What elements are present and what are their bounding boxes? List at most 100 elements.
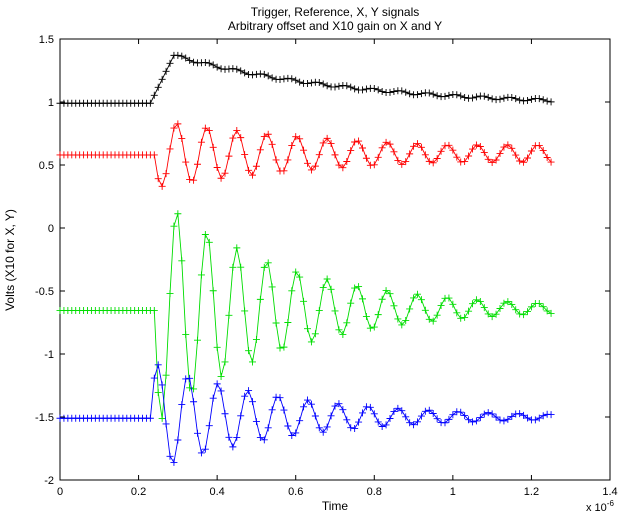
data-point-marker <box>319 139 327 147</box>
data-point-marker <box>524 96 531 104</box>
data-point-marker <box>335 82 343 90</box>
data-point-marker <box>260 70 268 78</box>
data-point-marker <box>249 171 256 179</box>
data-point-marker <box>547 411 555 419</box>
data-point-marker <box>323 275 331 283</box>
data-point-marker <box>508 412 516 420</box>
data-point-marker <box>366 324 374 332</box>
data-point-marker <box>398 407 406 415</box>
data-point-marker <box>315 151 323 159</box>
data-point-marker <box>476 414 484 422</box>
data-point-marker <box>547 98 555 106</box>
data-point-marker <box>410 142 418 150</box>
data-point-marker <box>406 305 414 313</box>
data-point-marker <box>335 400 343 408</box>
data-point-marker <box>296 78 304 86</box>
data-point-marker <box>429 409 437 417</box>
data-point-marker <box>229 134 237 142</box>
data-point-marker <box>276 394 284 402</box>
data-point-marker <box>382 287 390 295</box>
data-point-marker <box>449 300 457 308</box>
data-point-marker <box>311 330 319 338</box>
data-point-marker <box>280 167 288 175</box>
data-point-marker <box>492 413 500 421</box>
data-point-marker <box>154 389 162 397</box>
data-point-marker <box>237 263 245 271</box>
data-point-marker <box>280 406 288 414</box>
data-point-marker <box>437 301 445 309</box>
data-point-marker <box>217 372 225 380</box>
data-point-marker <box>296 417 304 425</box>
data-point-marker <box>359 295 366 303</box>
data-point-marker <box>339 164 347 172</box>
data-point-marker <box>355 418 363 426</box>
data-point-marker <box>398 87 406 95</box>
data-point-marker <box>190 398 198 406</box>
data-point-marker <box>406 90 414 98</box>
data-point-marker <box>402 158 410 166</box>
data-point-marker <box>225 433 233 441</box>
data-point-marker <box>158 414 166 422</box>
data-point-marker <box>347 147 355 155</box>
data-point-marker <box>343 82 351 90</box>
data-point-marker <box>539 146 547 154</box>
data-point-marker <box>414 290 421 298</box>
data-point-marker <box>174 210 182 218</box>
data-point-marker <box>252 162 260 170</box>
data-point-marker <box>386 290 394 298</box>
data-point-marker <box>492 310 500 318</box>
data-point-marker <box>370 410 378 418</box>
data-point-marker <box>221 410 229 418</box>
data-point-marker <box>488 313 496 321</box>
data-point-marker <box>146 414 154 422</box>
data-point-marker <box>233 65 241 73</box>
data-point-marker <box>516 310 524 318</box>
data-point-marker <box>170 124 178 132</box>
data-point-marker <box>524 154 531 162</box>
data-point-marker <box>256 295 264 303</box>
data-point-marker <box>425 89 433 97</box>
data-point-marker <box>453 91 461 99</box>
data-point-marker <box>162 371 170 379</box>
data-point-marker <box>292 133 300 141</box>
data-point-marker <box>288 141 296 149</box>
data-point-marker <box>307 166 315 174</box>
data-point-marker <box>292 268 300 276</box>
data-point-marker <box>284 318 292 326</box>
data-point-marker <box>527 303 535 311</box>
y-tick-label: -2 <box>44 475 54 487</box>
data-point-marker <box>425 406 433 414</box>
data-point-marker <box>201 58 209 66</box>
data-point-marker <box>406 150 414 158</box>
data-point-marker <box>378 144 386 152</box>
data-point-marker <box>178 52 186 60</box>
data-point-marker <box>449 411 457 419</box>
data-point-marker <box>465 152 473 160</box>
data-point-marker <box>296 273 304 281</box>
data-point-marker <box>382 421 390 429</box>
data-point-marker <box>174 436 182 444</box>
data-point-marker <box>484 155 492 163</box>
data-point-marker <box>355 137 363 145</box>
data-point-marker <box>217 65 225 73</box>
data-point-marker <box>492 156 500 164</box>
data-point-marker <box>461 157 469 165</box>
data-point-marker <box>288 287 296 295</box>
data-point-marker <box>402 316 410 324</box>
data-point-marker <box>300 146 308 154</box>
data-point-marker <box>158 182 166 190</box>
data-point-marker <box>394 404 402 412</box>
data-point-marker <box>300 403 308 411</box>
data-point-marker <box>524 308 531 316</box>
data-point-marker <box>347 299 355 307</box>
data-point-marker <box>213 380 221 388</box>
data-point-marker <box>319 428 327 436</box>
data-point-marker <box>351 424 359 432</box>
data-point-marker <box>504 141 512 149</box>
data-point-marker <box>386 88 394 96</box>
data-point-marker <box>516 157 524 165</box>
data-point-marker <box>288 432 296 439</box>
data-point-marker <box>182 158 190 166</box>
chart-title: Trigger, Reference, X, Y signals <box>251 5 420 19</box>
data-point-marker <box>225 311 233 319</box>
